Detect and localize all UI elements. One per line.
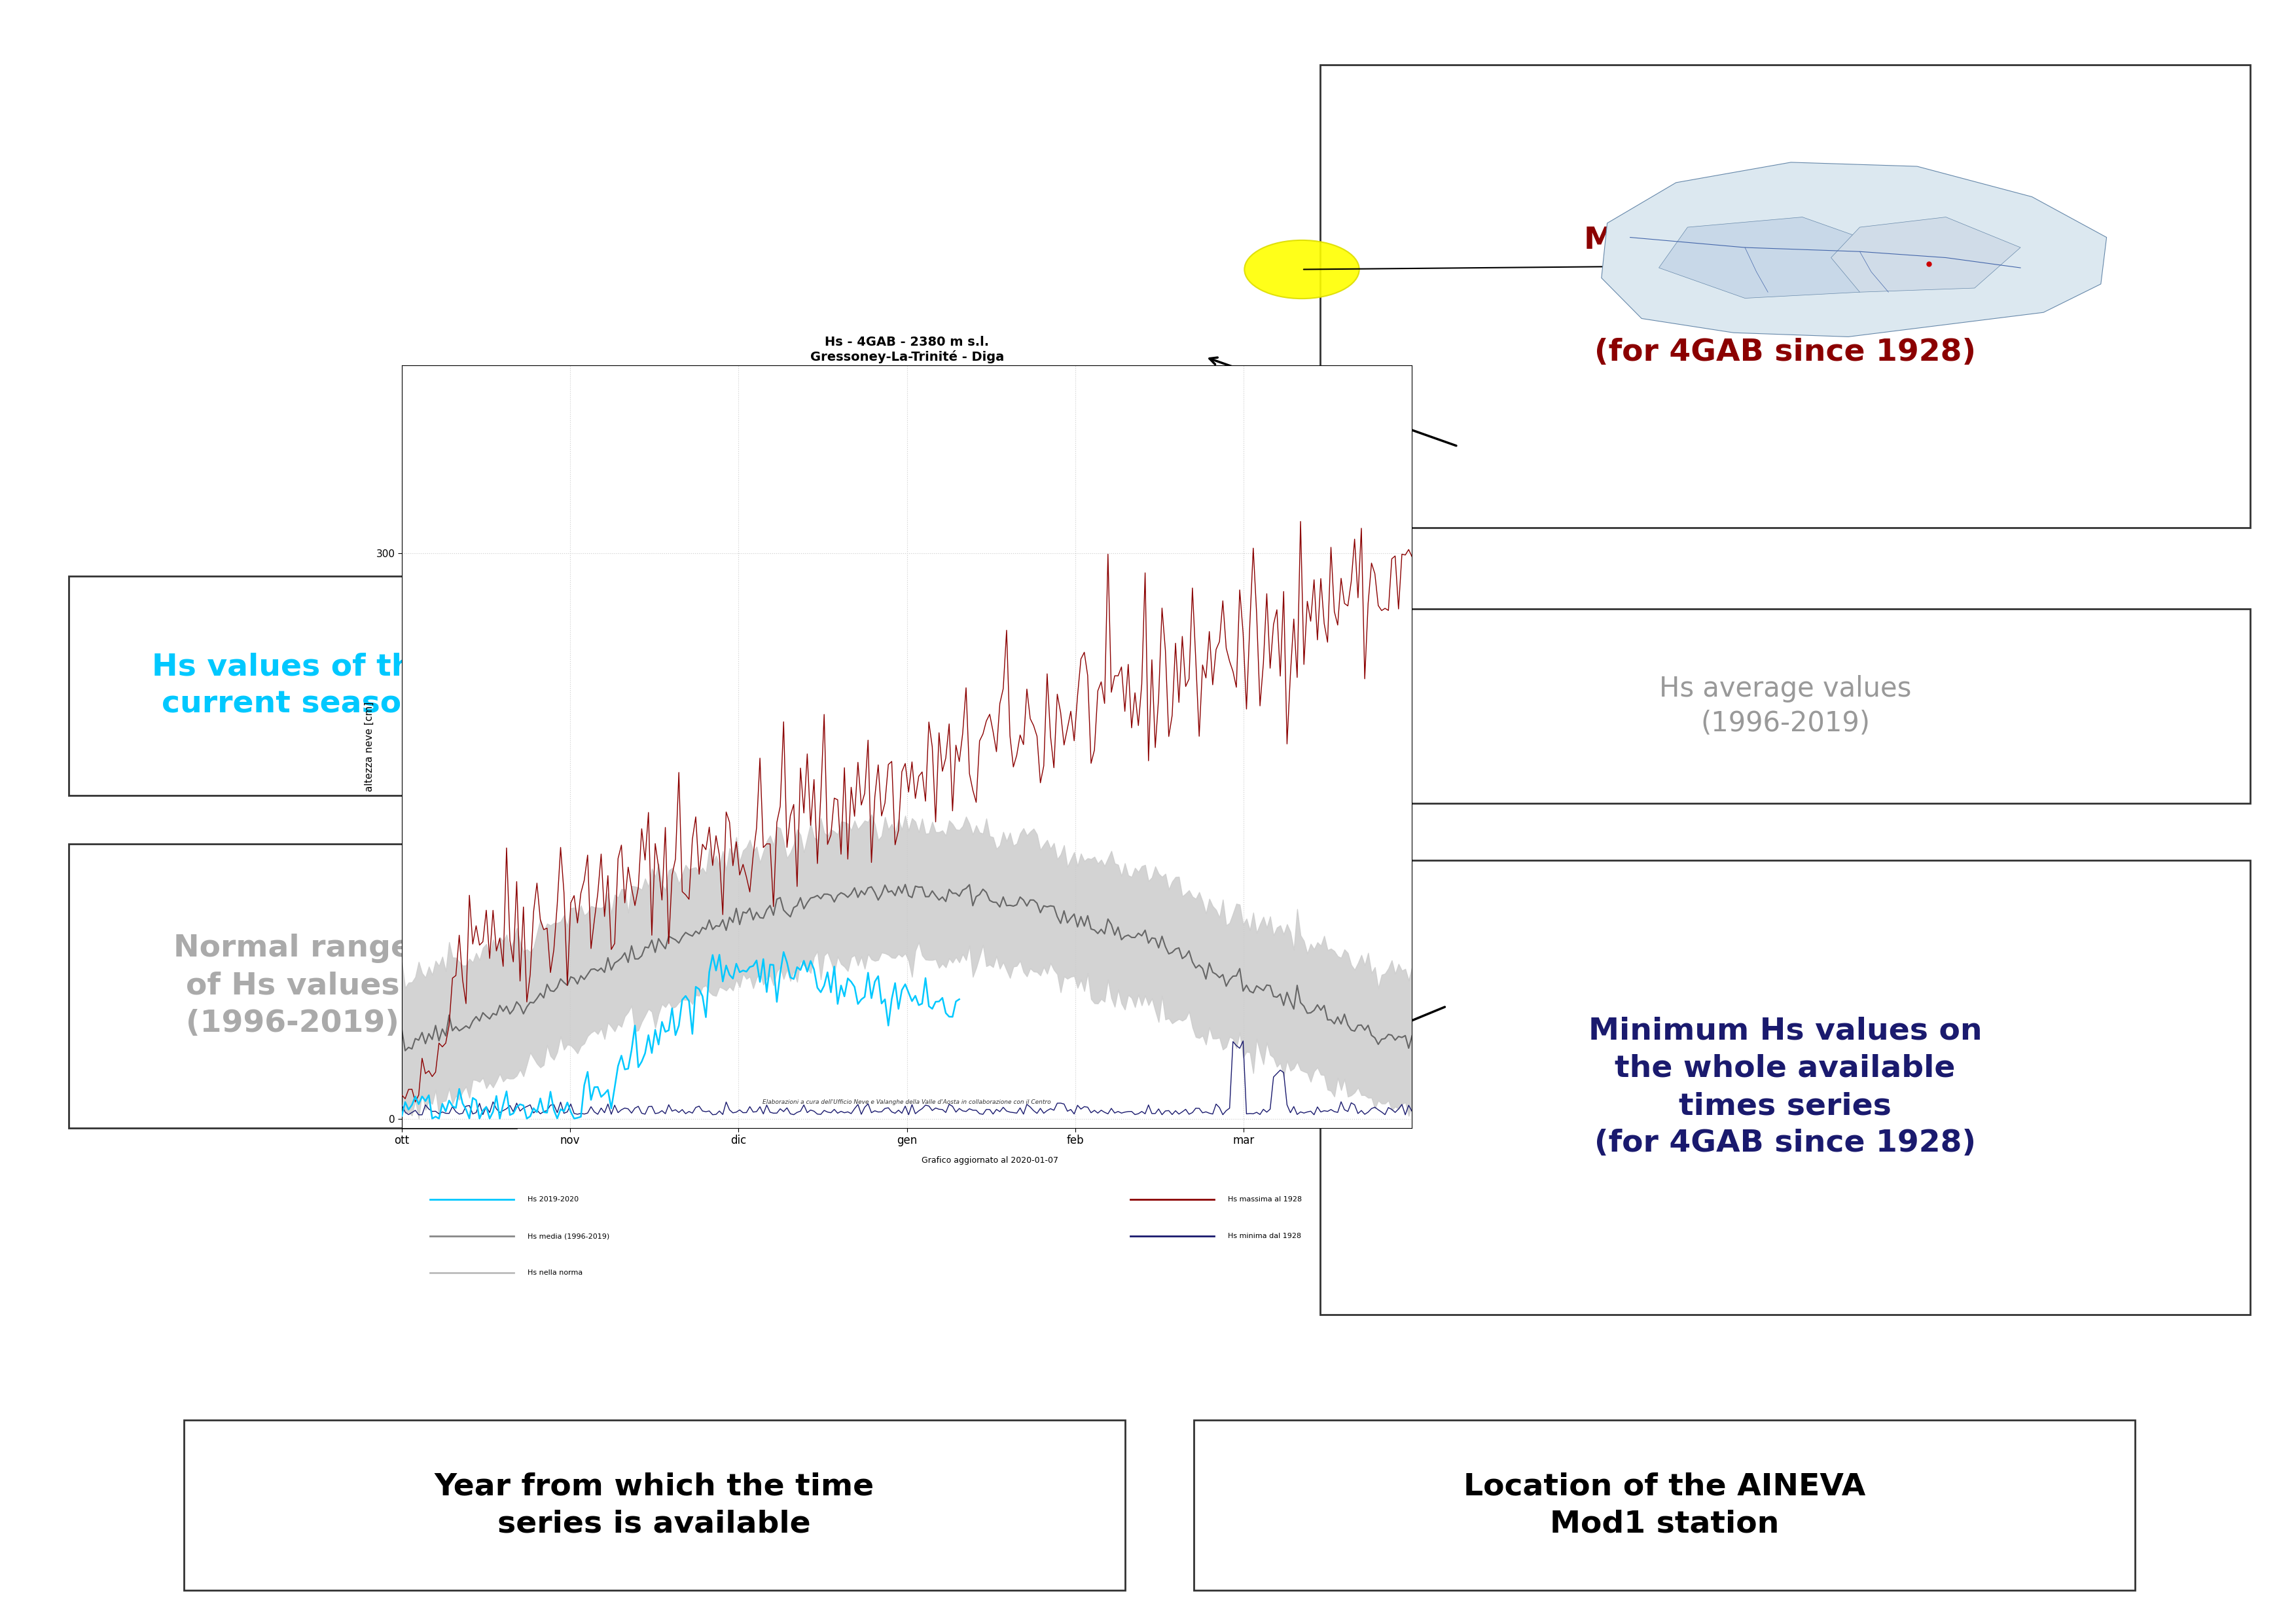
FancyBboxPatch shape: [1320, 860, 2250, 1315]
Title: Hs - 4GAB - 2380 m s.l.
Gressoney-La-Trinité - Diga: Hs - 4GAB - 2380 m s.l. Gressoney-La-Tri…: [810, 336, 1003, 364]
Text: Hs values of the
current season: Hs values of the current season: [152, 652, 434, 719]
Text: Maximum Hs values on
the whole available
time series
(for 4GAB since 1928): Maximum Hs values on the whole available…: [1584, 226, 1986, 367]
Polygon shape: [1658, 217, 1887, 299]
Text: Hs 2019-2020: Hs 2019-2020: [528, 1196, 579, 1203]
FancyBboxPatch shape: [184, 1420, 1125, 1591]
Text: Hs media (1996-2019): Hs media (1996-2019): [528, 1233, 611, 1240]
Text: Year from which the time
series is available: Year from which the time series is avail…: [434, 1472, 875, 1539]
Text: Hs minima dal 1928: Hs minima dal 1928: [1228, 1233, 1302, 1240]
Text: Minimum Hs values on
the whole available
times series
(for 4GAB since 1928): Minimum Hs values on the whole available…: [1589, 1016, 1981, 1159]
FancyBboxPatch shape: [69, 844, 517, 1128]
Text: Location of the AINEVA
Mod1 station: Location of the AINEVA Mod1 station: [1463, 1472, 1867, 1539]
Polygon shape: [1603, 162, 2108, 338]
Text: Elaborazioni a cura dell'Ufficio Neve e Valanghe della Valle d'Aosta in collabor: Elaborazioni a cura dell'Ufficio Neve e …: [762, 1099, 1052, 1105]
Text: Hs nella norma: Hs nella norma: [528, 1269, 583, 1276]
FancyBboxPatch shape: [1194, 1420, 2135, 1591]
Text: Normal range
of Hs values
(1996-2019): Normal range of Hs values (1996-2019): [174, 933, 411, 1039]
Text: Grafico aggiornato al 2020-01-07: Grafico aggiornato al 2020-01-07: [921, 1156, 1058, 1164]
FancyBboxPatch shape: [1320, 609, 2250, 803]
Text: Hs massima al 1928: Hs massima al 1928: [1228, 1196, 1302, 1203]
Ellipse shape: [1244, 240, 1359, 299]
FancyBboxPatch shape: [1320, 65, 2250, 527]
Polygon shape: [1832, 217, 2020, 292]
Text: Hs average values
(1996-2019): Hs average values (1996-2019): [1660, 675, 1910, 737]
FancyBboxPatch shape: [69, 576, 517, 795]
Y-axis label: altezza neve [cm]: altezza neve [cm]: [365, 701, 374, 792]
